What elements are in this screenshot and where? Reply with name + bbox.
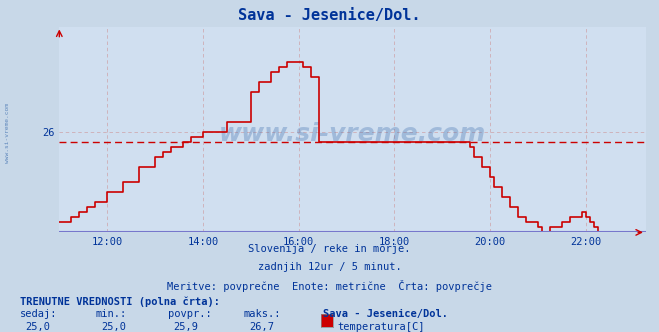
Text: Sava - Jesenice/Dol.: Sava - Jesenice/Dol. bbox=[239, 8, 420, 23]
Text: www.si-vreme.com: www.si-vreme.com bbox=[5, 103, 11, 163]
Text: Meritve: povprečne  Enote: metrične  Črta: povprečje: Meritve: povprečne Enote: metrične Črta:… bbox=[167, 280, 492, 291]
Text: min.:: min.: bbox=[96, 309, 127, 319]
Text: 25,0: 25,0 bbox=[25, 322, 50, 332]
Text: Slovenija / reke in morje.: Slovenija / reke in morje. bbox=[248, 244, 411, 254]
Text: temperatura[C]: temperatura[C] bbox=[337, 322, 425, 332]
Text: 25,0: 25,0 bbox=[101, 322, 126, 332]
Text: 25,9: 25,9 bbox=[173, 322, 198, 332]
Text: TRENUTNE VREDNOSTI (polna črta):: TRENUTNE VREDNOSTI (polna črta): bbox=[20, 296, 219, 307]
Text: 26,7: 26,7 bbox=[249, 322, 274, 332]
Text: Sava - Jesenice/Dol.: Sava - Jesenice/Dol. bbox=[323, 309, 448, 319]
Text: www.si-vreme.com: www.si-vreme.com bbox=[219, 122, 486, 146]
Text: zadnjih 12ur / 5 minut.: zadnjih 12ur / 5 minut. bbox=[258, 262, 401, 272]
Text: maks.:: maks.: bbox=[244, 309, 281, 319]
Text: povpr.:: povpr.: bbox=[168, 309, 212, 319]
Text: sedaj:: sedaj: bbox=[20, 309, 57, 319]
